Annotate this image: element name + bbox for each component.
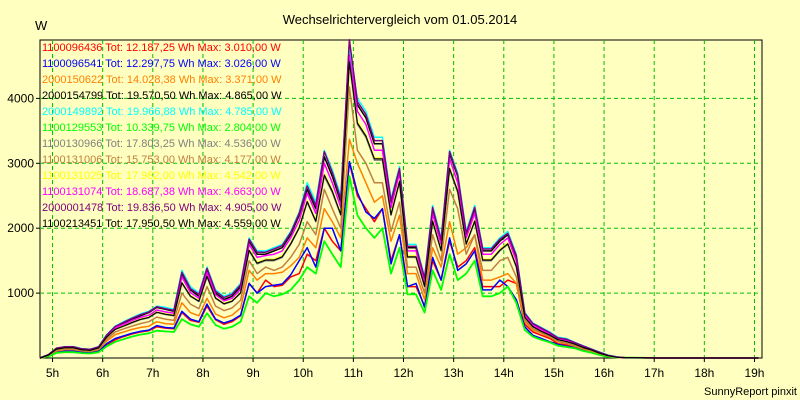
y-tick-label: 1000 xyxy=(7,286,34,300)
x-tick-label: 14h xyxy=(494,366,514,380)
y-tick-label: 3000 xyxy=(7,156,34,170)
x-tick-label: 11h xyxy=(344,366,363,380)
footer-credit: SunnyReport pinxit xyxy=(704,386,797,398)
legend-entry-1100130966: 1100130966 Tot: 17.803,25 Wh Max: 4.536,… xyxy=(42,138,281,150)
x-tick-label: 12h xyxy=(393,366,413,380)
legend-entry-1100213451: 1100213451 Tot: 17.950,50 Wh Max: 4.559,… xyxy=(42,218,281,230)
legend-entry-2000150622: 2000150622 Tot: 14.028,38 Wh Max: 3.371,… xyxy=(42,74,282,86)
y-tick-label: 4000 xyxy=(7,91,34,105)
x-tick-label: 19h xyxy=(744,366,764,380)
x-tick-label: 5h xyxy=(46,366,59,380)
x-tick-label: 16h xyxy=(594,366,614,380)
legend: 1100096436 Tot: 12.187,25 Wh Max: 3.010,… xyxy=(42,42,282,230)
x-tick-label: 15h xyxy=(544,366,564,380)
x-tick-label: 6h xyxy=(96,366,109,380)
legend-entry-1100131006: 1100131006 Tot: 15.753,00 Wh Max: 4.177,… xyxy=(42,154,281,166)
x-axis-ticks: 5h 6h 7h 8h 9h 10h 11h 12h 13h 14h 15h 16h 17h 18h 19h xyxy=(46,358,764,380)
x-tick-label: 17h xyxy=(644,366,664,380)
x-tick-label: 8h xyxy=(196,366,209,380)
legend-entry-1100096541: 1100096541 Tot: 12.297,75 Wh Max: 3.026,… xyxy=(42,58,281,70)
x-tick-label: 10h xyxy=(293,366,313,380)
y-axis-ticks: 1000 2000 3000 4000 xyxy=(7,91,40,300)
legend-entry-1100131025: 1100131025 Tot: 17.982,00 Wh Max: 4.542,… xyxy=(42,170,281,182)
grid-lines xyxy=(40,40,762,358)
x-tick-label: 18h xyxy=(694,366,714,380)
series-line-1100213451 xyxy=(39,61,759,359)
legend-entry-1100129553: 1100129553 Tot: 10.339,75 Wh Max: 2.804,… xyxy=(42,122,281,134)
legend-entry-2000149892: 2000149892 Tot: 19.966,88 Wh Max: 4.785,… xyxy=(42,106,282,118)
chart-title: Wechselrichtervergleich vom 01.05.2014 xyxy=(283,12,518,27)
x-tick-label: 9h xyxy=(246,366,259,380)
y-axis-unit: W xyxy=(35,18,48,33)
series-lines xyxy=(39,38,759,359)
y-tick-label: 2000 xyxy=(7,221,34,235)
x-tick-label: 13h xyxy=(444,366,464,380)
x-tick-label: 7h xyxy=(146,366,159,380)
legend-entry-1100131074: 1100131074 Tot: 18.687,38 Wh Max: 4.663,… xyxy=(42,186,281,198)
legend-entry-2000154799: 2000154799 Tot: 19.570,50 Wh Max: 4.865,… xyxy=(42,90,282,102)
legend-entry-1100096436: 1100096436 Tot: 12.187,25 Wh Max: 3.010,… xyxy=(42,42,281,54)
legend-entry-2000001478: 2000001478 Tot: 19.836,50 Wh Max: 4.905,… xyxy=(42,202,282,214)
